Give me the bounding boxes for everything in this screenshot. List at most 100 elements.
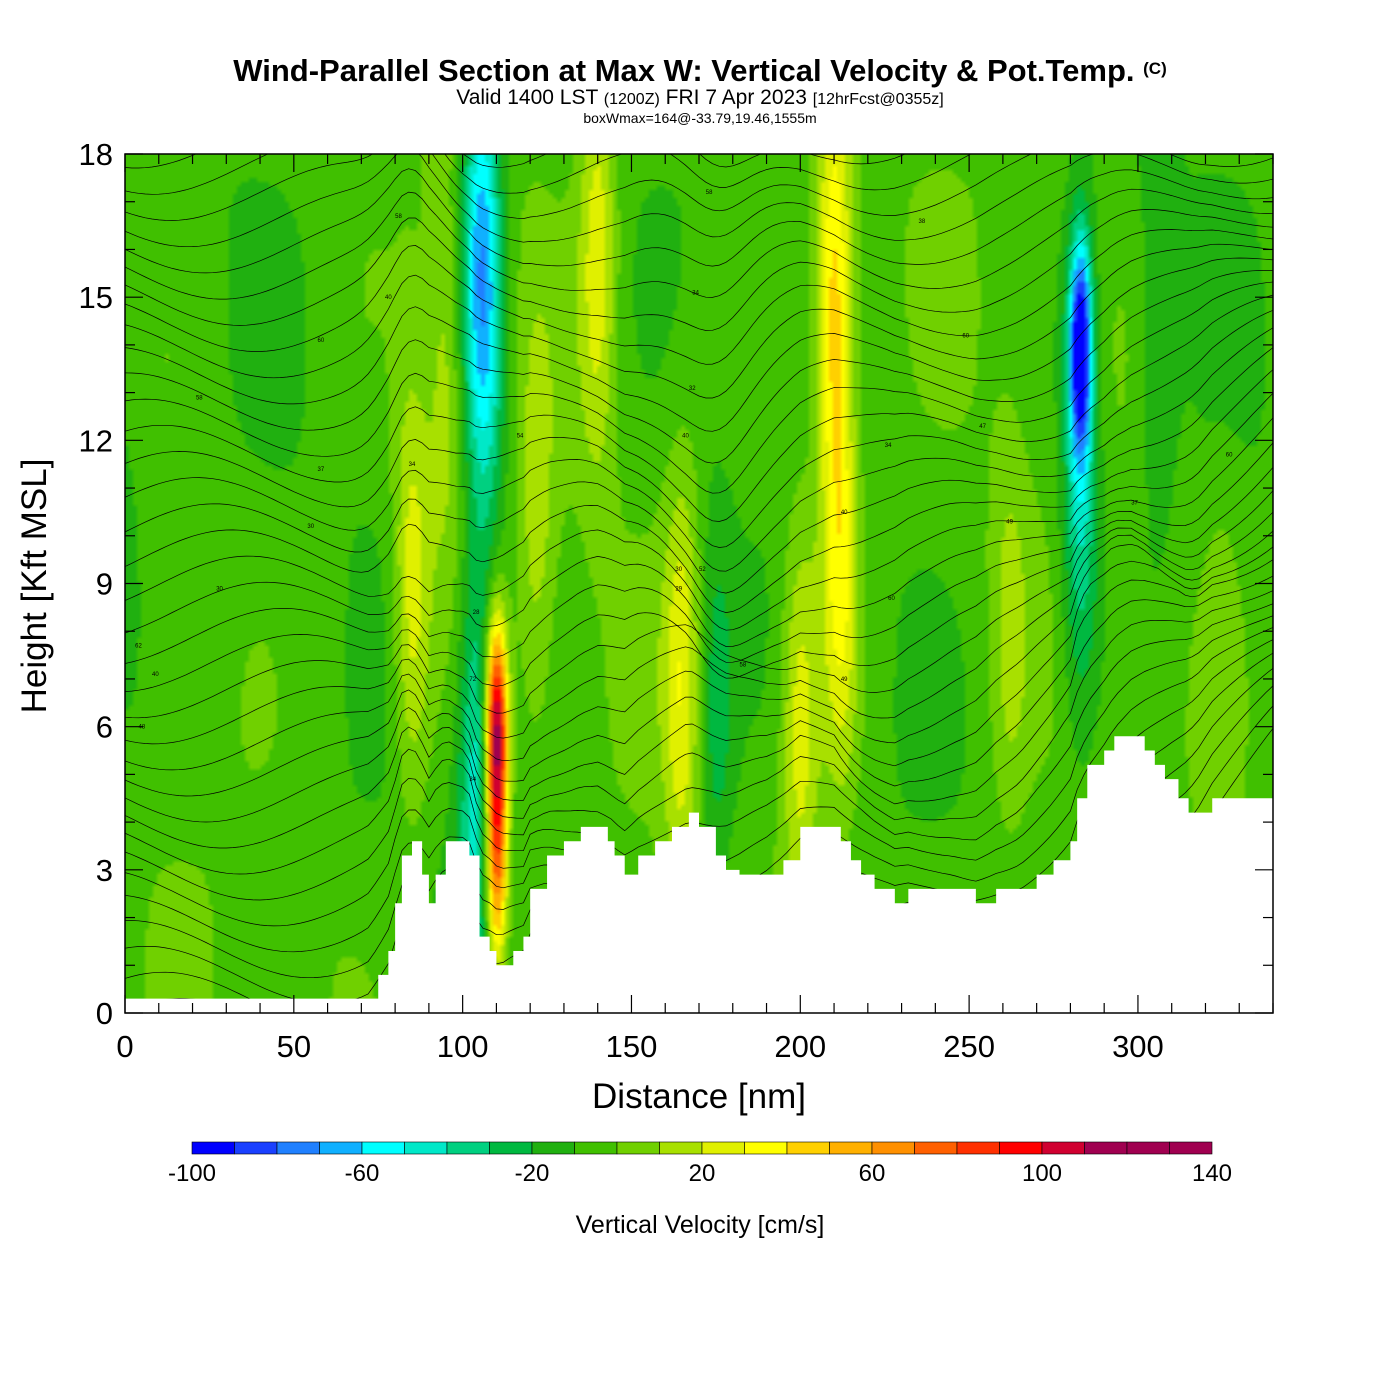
x-tick-label: 300	[1112, 1029, 1164, 1064]
colorbar-swatch	[531, 1141, 575, 1155]
colorbar-swatch	[1126, 1141, 1170, 1155]
box-max-info: boxWmax=164@-33.79,19.46,1555m	[583, 110, 817, 126]
contour-label: 30	[216, 586, 223, 592]
colorbar-swatch	[744, 1141, 788, 1155]
chart-title-text: Wind-Parallel Section at Max W: Vertical…	[233, 53, 1135, 88]
pot-temp-contour	[125, 559, 1273, 823]
pot-temp-contour	[125, 490, 1273, 719]
contour-label: 37	[1131, 500, 1138, 506]
pot-temp-contour	[125, 442, 1273, 664]
x-tick-label: 250	[943, 1029, 995, 1064]
contour-label: 49	[841, 677, 848, 683]
copyright-mark: (C)	[1143, 59, 1167, 78]
contour-label: 49	[1006, 519, 1013, 525]
contour-label: 47	[979, 424, 986, 430]
colorbar-swatch	[489, 1141, 533, 1155]
contour-label: 28	[473, 610, 480, 616]
x-tick-label: 50	[277, 1029, 311, 1064]
contour-label: 60	[317, 338, 324, 344]
colorbar-title: Vertical Velocity [cm/s]	[576, 1211, 825, 1239]
colorbar-tick-label: 100	[1022, 1160, 1062, 1187]
valid-date: FRI 7 Apr 2023	[665, 86, 807, 109]
colorbar-labels: -100 -60 -20 20 60 100 140	[168, 1160, 1232, 1187]
pot-temp-contour	[125, 257, 1273, 432]
colorbar-swatch	[999, 1141, 1043, 1155]
y-tick-label: 12	[79, 423, 113, 458]
pot-temp-contour	[125, 229, 1273, 365]
colorbar-tick-label: -60	[345, 1160, 380, 1187]
contour-label: 62	[135, 644, 142, 650]
colorbar-swatch	[446, 1141, 490, 1155]
pot-temp-contour	[125, 51, 1273, 131]
pot-temp-contour	[125, 575, 1273, 849]
colorbar-swatch	[871, 1141, 915, 1155]
colorbar-swatch	[956, 1141, 1000, 1155]
colorbar-swatch	[1084, 1141, 1128, 1155]
pot-temp-contour	[125, 546, 1273, 797]
pot-temp-contour	[125, 188, 1273, 300]
pot-temp-contour	[125, 309, 1273, 548]
colorbar-swatch	[616, 1141, 660, 1155]
colorbar-swatch	[914, 1141, 958, 1155]
pot-temp-contour	[125, 154, 1273, 221]
colorbar-swatch	[191, 1141, 235, 1155]
pot-temp-contour	[125, 154, 1273, 248]
contour-label: 40	[841, 510, 848, 516]
colorbar-tick-label: 20	[689, 1160, 716, 1187]
contour-label: 58	[706, 190, 713, 196]
contour-label: 40	[682, 434, 689, 440]
terrain-mask	[125, 736, 1273, 1013]
x-tick-label: 0	[116, 1029, 133, 1064]
y-axis-title: Height [Kft MSL]	[15, 459, 54, 714]
pot-temp-contour	[125, 294, 1273, 522]
y-tick-label: 6	[96, 710, 113, 745]
colorbar: -100 -60 -20 20 60 100 140 Vertical Velocity […	[168, 1141, 1232, 1239]
plot-area: 58 40 60 58 37 30 30 34 54 72 34 58 28 30 52 29 58 34 32 40…	[124, 51, 1274, 1014]
contour-label: 40	[152, 672, 159, 678]
contour-label: 30	[307, 524, 314, 530]
x-tick-label: 150	[606, 1029, 658, 1064]
pot-temp-contour	[125, 347, 1273, 594]
contour-label: 34	[409, 462, 416, 468]
x-tick-label: 100	[437, 1029, 489, 1064]
pot-temp-contour	[125, 467, 1273, 692]
axes: 0 50 100 150 200 250 300 0 3 6 9 12 15 18 Distance […	[15, 137, 1274, 1116]
pot-temp-contour	[125, 154, 972, 195]
contour-label: 32	[689, 386, 696, 392]
colorbar-tick-label: 60	[859, 1160, 886, 1187]
contour-label: 48	[139, 725, 146, 731]
contour-label: 58	[395, 214, 402, 220]
x-tick-label: 200	[774, 1029, 826, 1064]
contour-label: 34	[692, 290, 699, 296]
pot-temp-contour	[125, 369, 1273, 613]
pot-temp-contour	[125, 392, 1273, 631]
contour-label: 38	[919, 219, 926, 225]
contour-label: 58	[196, 395, 203, 401]
colorbar-swatches	[191, 1141, 1213, 1155]
colorbar-swatch	[659, 1141, 703, 1155]
valid-utc: (1200Z)	[603, 91, 660, 108]
chart-header: Wind-Parallel Section at Max W: Vertical…	[0, 52, 1400, 127]
colorbar-swatch	[1041, 1141, 1085, 1155]
pot-temp-contour	[125, 270, 1273, 464]
contour-label: 58	[740, 663, 747, 669]
colorbar-tick-label: 140	[1192, 1160, 1232, 1187]
contour-label: 52	[699, 567, 706, 573]
contour-label: 37	[317, 467, 324, 473]
colorbar-swatch	[234, 1141, 278, 1155]
valid-prefix: Valid 1400 LST	[456, 86, 598, 109]
colorbar-swatch	[319, 1141, 363, 1155]
x-axis-title: Distance [nm]	[592, 1077, 806, 1116]
y-tick-label: 15	[79, 280, 113, 315]
contour-label: 60	[962, 333, 969, 339]
contour-label: 54	[517, 434, 524, 440]
contour-label: 30	[675, 567, 682, 573]
pot-temp-contour	[125, 281, 1273, 494]
pot-temp-contour	[125, 209, 1273, 331]
colorbar-swatch	[276, 1141, 320, 1155]
pot-temp-contour	[125, 530, 1273, 771]
y-tick-label: 3	[96, 853, 113, 888]
x-axis-ticks: 0 50 100 150 200 250 300	[116, 154, 1274, 1064]
colorbar-swatch	[361, 1141, 405, 1155]
